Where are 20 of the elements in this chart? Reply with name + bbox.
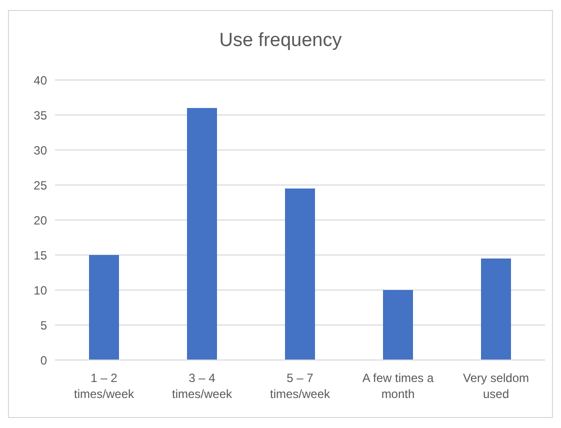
bar [187,108,217,360]
y-tick-label: 35 [34,108,48,122]
chart-title: Use frequency [218,30,343,52]
x-tick-label: 5 – 7 times/week [270,371,331,401]
y-tick-label: 0 [40,353,48,368]
x-tick-label: 1 – 2 times/week [74,371,135,401]
bar [285,188,315,360]
bar [383,290,413,360]
y-tick-label: 25 [34,178,48,192]
y-tick-label: 30 [34,143,48,158]
bar [481,258,511,360]
x-tick-label: A few times a month [362,371,434,401]
y-tick-label: 20 [34,213,48,228]
y-tick-label: 40 [34,73,48,88]
y-tick-label: 10 [34,283,48,298]
y-tick-label: 5 [40,318,48,332]
bar [89,255,119,360]
y-tick-label: 15 [34,248,48,262]
x-tick-label: 3 – 4 times/week [172,371,233,401]
x-tick-label: Very seldom used [462,371,530,401]
